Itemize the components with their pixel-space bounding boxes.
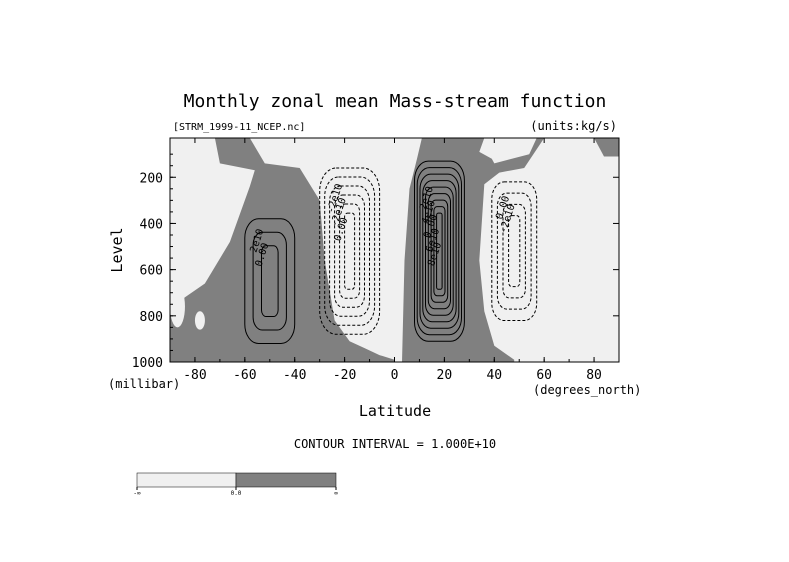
southern-positive-cell-contour [261,245,279,317]
x-tick-label: 80 [586,368,602,383]
x-axis: -80 -60 -40 -20 0 20 40 60 80 [169,138,620,383]
colorbar-positive-swatch [235,472,337,488]
y-axis: 200 400 600 800 1000 [132,153,619,371]
tropical-positive-cell-contour [425,186,454,316]
tropical-positive-cell-contour [430,199,449,303]
chart-subtitle-left: [STRM_1999-11_NCEP.nc] [173,122,305,133]
tropical-positive-cell-contour [419,173,460,329]
plot-area [170,138,619,362]
y-tick-label: 600 [140,264,163,279]
northern-positive-region [594,138,619,157]
southern-negative-cell-contour [334,194,366,308]
colorbar-label-min: -∞ [133,490,141,497]
y-tick-label: 800 [140,310,163,325]
tropical-positive-cell-contour [436,212,443,290]
y-tick-label: 1000 [132,356,163,371]
x-tick-label: -20 [333,368,356,383]
x-tick-label: 60 [536,368,552,383]
contour-interval-text: CONTOUR INTERVAL = 1.000E+10 [294,437,496,451]
colorbar-negative-swatch [136,472,237,488]
southern-positive-region [170,138,395,362]
southern-negative-cell-contour [339,203,361,299]
x-tick-label: 0 [391,368,399,383]
northern-negative-cell-contour [508,215,521,288]
negative-pocket [170,285,185,328]
y-tick-label: 400 [140,217,163,232]
northern-negative-cell-contour [491,181,538,321]
contour-label-layer: 2e100.00-2e10-2e100.002e104e100.006e108e… [248,183,517,268]
tropical-positive-cell-contour [416,167,463,336]
northern-negative-cell-contour [496,192,532,310]
contour-layer [244,160,538,344]
tropical-positive-cell-contour [427,193,451,310]
colorbar-label-mid: 0.0 [231,490,242,497]
chart-subtitle-right: (units:kg/s) [530,119,617,133]
x-tick-label: 20 [437,368,453,383]
y-axis-label: Level [108,227,126,272]
x-axis-unit: (degrees_north) [533,383,641,397]
chart-title: Monthly zonal mean Mass-stream function [184,91,607,112]
x-tick-label: 40 [486,368,502,383]
y-axis-unit: (millibar) [108,377,180,391]
southern-negative-cell-contour [344,212,356,290]
tropical-positive-cell-contour [414,160,465,342]
southern-positive-cell-contour [244,218,296,344]
southern-negative-cell-contour [329,185,371,317]
northern-negative-cell-contour [502,203,526,299]
colorbar-label-max: ∞ [334,490,338,497]
y-tick-label: 200 [140,171,163,186]
tropical-positive-cell-contour [433,206,446,297]
x-tick-label: -40 [283,368,306,383]
southern-negative-cell-contour [324,176,376,326]
x-tick-label: -60 [233,368,256,383]
x-axis-label: Latitude [359,402,431,420]
negative-pocket [194,311,205,330]
tropical-positive-cell-contour [422,180,457,323]
x-tick-label: -80 [183,368,206,383]
southern-negative-cell-contour [319,167,381,335]
southern-positive-cell-contour [252,231,287,331]
colorbar: -∞ 0.0 ∞ [133,472,338,497]
